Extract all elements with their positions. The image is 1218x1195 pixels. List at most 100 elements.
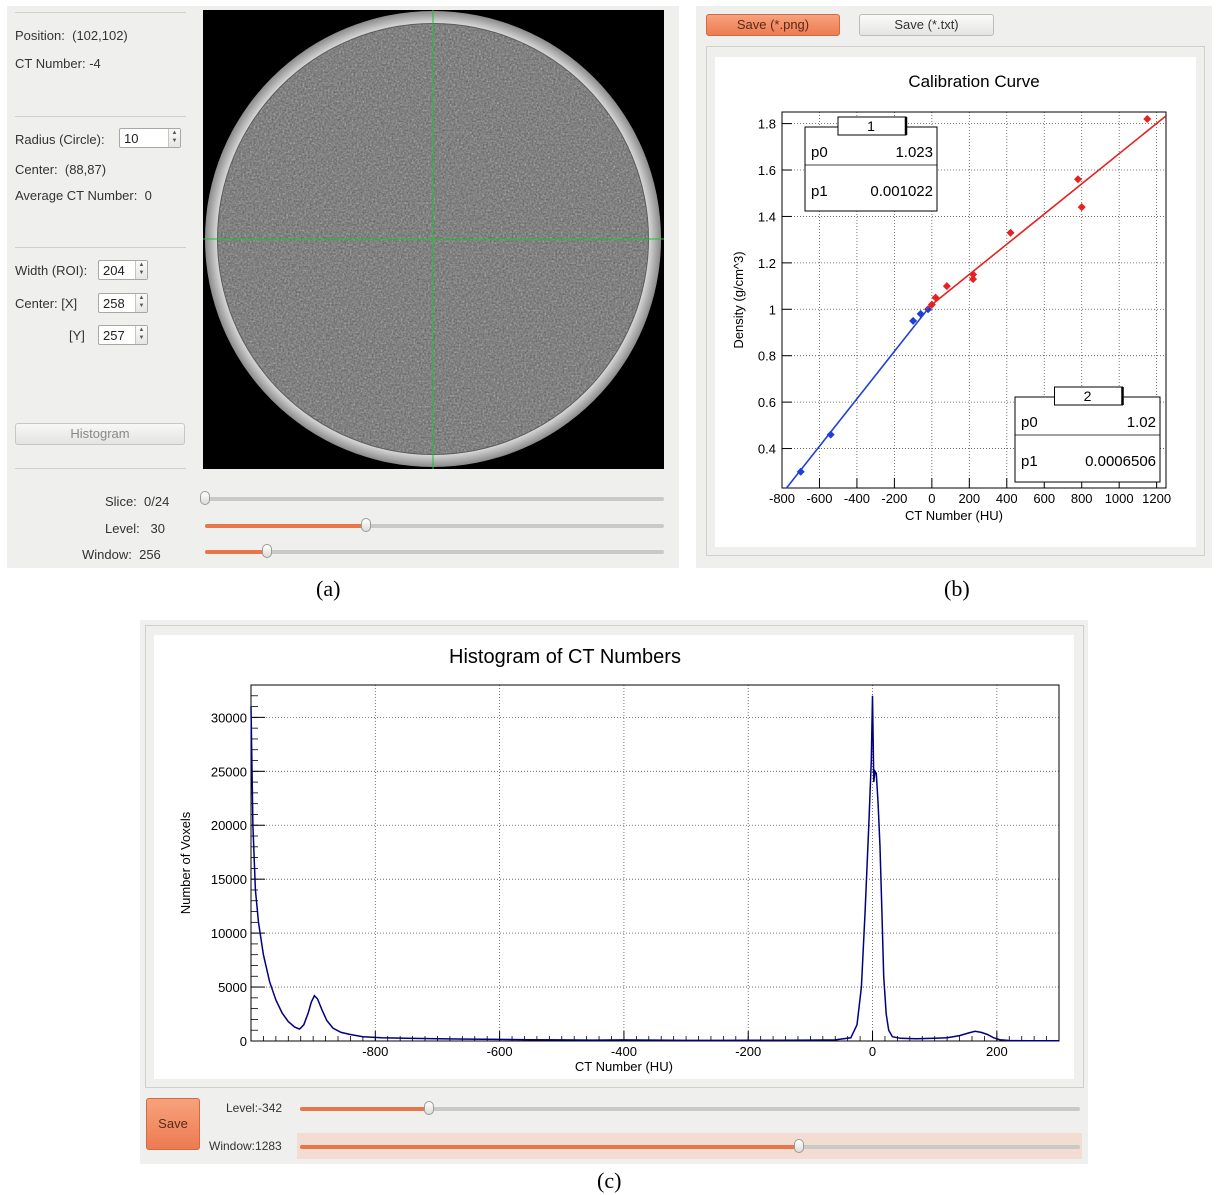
- circle-center-value: (88,87): [64, 162, 107, 177]
- ct-image-view[interactable]: [203, 10, 664, 469]
- x-axis-label: CT Number (HU): [905, 508, 1003, 523]
- caption-a: (a): [316, 576, 341, 601]
- roi-center-y-label: [Y]: [69, 328, 85, 343]
- chart-canvas: Calibration Curve -800 -600 -400 -200 0 200 400…: [715, 57, 1196, 547]
- p0-label: p0: [811, 144, 828, 161]
- chart-title: Calibration Curve: [908, 72, 1039, 91]
- data-point: [1073, 175, 1082, 184]
- divider: [15, 116, 186, 117]
- data-point: [1006, 228, 1015, 237]
- plot-frame: [250, 684, 1060, 1042]
- stats-box-frame: [1014, 396, 1161, 483]
- y-tick-label: 15000: [211, 872, 247, 887]
- hist-level-slider[interactable]: [300, 1101, 1080, 1115]
- x-tick-label: 400: [996, 491, 1018, 506]
- spin-arrows-icon[interactable]: ▲ ▼: [135, 326, 147, 344]
- hist-level-slider-fill: [300, 1107, 429, 1111]
- slice-slider-handle[interactable]: [200, 491, 210, 505]
- x-tick-label: -800: [769, 491, 795, 506]
- data-point: [796, 467, 805, 476]
- hist-window-value: 1283: [255, 1139, 282, 1153]
- x-tick-label: -800: [362, 1044, 388, 1059]
- slice-label: Slice:: [105, 494, 137, 509]
- y-tick-label: 10000: [211, 926, 247, 941]
- save-txt-button[interactable]: Save (*.txt): [859, 14, 994, 36]
- level-slider[interactable]: [205, 518, 664, 532]
- position-value: (102,102): [72, 28, 128, 43]
- y-tick-label: 1.2: [758, 256, 776, 271]
- calibration-chart: Calibration Curve -800 -600 -400 -200 0 200 400…: [731, 72, 1171, 523]
- level-slider-handle[interactable]: [360, 518, 371, 532]
- spin-arrows-icon[interactable]: ▲ ▼: [135, 294, 147, 312]
- window-slider[interactable]: [205, 544, 664, 558]
- hist-window-slider[interactable]: [300, 1139, 1080, 1153]
- radius-spinbox[interactable]: 10 ▲ ▼: [119, 128, 181, 148]
- slice-slider[interactable]: [200, 491, 664, 505]
- x-tick-label: -600: [806, 491, 832, 506]
- histogram-canvas: Histogram of CT Numbers -800 -600 -400 -200 0…: [154, 635, 1074, 1079]
- y-tick-label: 0.6: [758, 395, 776, 410]
- slice-value: 0/24: [144, 494, 170, 509]
- plot-frame: [781, 111, 1167, 489]
- average-ct-readout: Average CT Number: 0: [15, 188, 152, 203]
- x-axis-label: CT Number (HU): [575, 1059, 673, 1074]
- ct-slice-image[interactable]: [203, 10, 664, 469]
- y-tick-label: 30000: [211, 710, 247, 725]
- window-slider-handle[interactable]: [261, 544, 272, 558]
- calibration-panel: Save (*.png) Save (*.txt) Calibration Cu…: [696, 6, 1212, 568]
- p1-label: p1: [1021, 453, 1038, 470]
- save-button[interactable]: Save: [146, 1098, 200, 1150]
- ct-number-readout: CT Number: -4: [15, 56, 101, 71]
- y-tick-label: 1.4: [758, 209, 776, 224]
- x-tick-label: 1000: [1105, 491, 1134, 506]
- chart-title: Histogram of CT Numbers: [449, 646, 681, 668]
- spin-arrows-icon[interactable]: ▲ ▼: [135, 261, 147, 279]
- p1-label: p1: [811, 183, 828, 200]
- window-label: Window:: [82, 547, 132, 562]
- x-tick-label: -400: [611, 1044, 637, 1059]
- stats-box-frame: [804, 126, 938, 212]
- data-point: [1077, 203, 1086, 212]
- roi-center-x-spinbox[interactable]: 258 ▲ ▼: [98, 293, 148, 313]
- hist-level-label: Level:: [226, 1101, 259, 1115]
- y-tick-label: 1.8: [758, 117, 776, 132]
- p1-value: 0.001022: [870, 183, 933, 200]
- y-axis-label: Density (g/cm^3): [731, 251, 746, 348]
- window-slider-fill: [205, 550, 267, 554]
- ct-number-value: -4: [89, 56, 101, 71]
- histogram-panel: Histogram of CT Numbers -800 -600 -400 -200 0…: [140, 620, 1088, 1164]
- y-tick-label: 0.8: [758, 349, 776, 364]
- roi-center-y-spinbox[interactable]: 257 ▲ ▼: [98, 325, 148, 345]
- ct-number-label: CT Number:: [15, 56, 86, 71]
- save-png-button[interactable]: Save (*.png): [706, 14, 840, 36]
- x-tick-label: 0: [869, 1044, 876, 1059]
- x-tick-label: 1200: [1142, 491, 1171, 506]
- data-point: [969, 270, 978, 279]
- hist-window-readout: Window:1283: [209, 1139, 282, 1153]
- x-tick-label: 800: [1071, 491, 1093, 506]
- p0-value: 1.023: [895, 144, 933, 161]
- data-point: [1143, 114, 1152, 123]
- roi-width-spinbox[interactable]: 204 ▲ ▼: [98, 260, 148, 280]
- hist-window-slider-handle[interactable]: [794, 1139, 805, 1153]
- spin-arrows-icon[interactable]: ▲ ▼: [168, 129, 180, 147]
- data-point: [916, 309, 925, 318]
- p0-value: 1.02: [1127, 414, 1156, 431]
- roi-center-x-label: Center: [X]: [15, 296, 78, 311]
- x-tick-label: 200: [986, 1044, 1008, 1059]
- y-tick-label: 25000: [211, 764, 247, 779]
- hist-level-value: -342: [258, 1101, 283, 1115]
- slice-readout: Slice: 0/24: [105, 494, 169, 509]
- x-tick-label: -600: [487, 1044, 513, 1059]
- histogram-button[interactable]: Histogram: [15, 423, 185, 445]
- hist-level-slider-handle[interactable]: [423, 1101, 434, 1115]
- y-tick-label: 1: [769, 302, 776, 317]
- data-point: [927, 300, 936, 309]
- average-ct-value: 0: [144, 188, 152, 203]
- data-point: [826, 430, 835, 439]
- level-slider-fill: [205, 524, 366, 528]
- radius-value: 10: [124, 131, 139, 146]
- data-point: [909, 316, 918, 325]
- caption-c: (c): [597, 1168, 622, 1193]
- hist-level-readout: Level:-342: [226, 1101, 282, 1115]
